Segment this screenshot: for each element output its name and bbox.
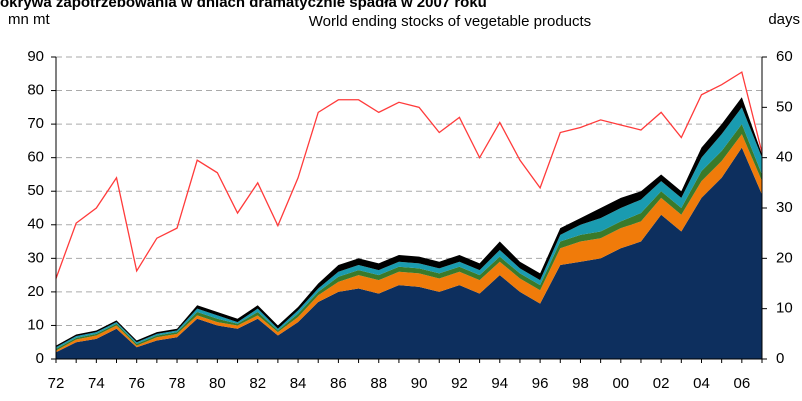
y-tick-label: 60 — [27, 149, 44, 166]
x-tick-label: 02 — [653, 375, 670, 392]
header: okrywa zapotrzebowania w dniach dramatyc… — [0, 0, 487, 11]
x-tick-label: 84 — [290, 375, 307, 392]
chart-title: World ending stocks of vegetable product… — [309, 13, 591, 30]
y2-tick-label: 10 — [776, 300, 793, 317]
y2-tick-label: 50 — [776, 98, 793, 115]
x-tick-label: 74 — [88, 375, 105, 392]
y-tick-label: 20 — [27, 283, 44, 300]
x-tick-label: 86 — [330, 375, 347, 392]
x-tick-label: 00 — [612, 375, 629, 392]
x-tick-label: 96 — [532, 375, 549, 392]
y2-tick-label: 30 — [776, 199, 793, 216]
y-tick-label: 0 — [36, 350, 44, 367]
y2-axis-label: days — [768, 11, 800, 28]
stock-area — [56, 147, 762, 359]
y2-tick-label: 60 — [776, 48, 793, 65]
x-tick-label: 98 — [572, 375, 589, 392]
y-tick-label: 80 — [27, 82, 44, 99]
x-tick-label: 04 — [693, 375, 710, 392]
x-tick-label: 92 — [451, 375, 468, 392]
x-tick-label: 94 — [491, 375, 508, 392]
x-tick-label: 06 — [733, 375, 750, 392]
x-tick-label: 90 — [411, 375, 428, 392]
y-tick-label: 70 — [27, 115, 44, 132]
x-tick-label: 76 — [128, 375, 145, 392]
x-tick-label: 78 — [169, 375, 186, 392]
y-axis-label: mn mt — [8, 11, 51, 28]
x-tick-label: 82 — [249, 375, 266, 392]
y-tick-label: 30 — [27, 249, 44, 266]
days-line — [55, 71, 763, 279]
y-tick-label: 50 — [27, 182, 44, 199]
x-tick-label: 72 — [48, 375, 65, 392]
y-tick-label: 10 — [27, 316, 44, 333]
x-tick-label: 88 — [370, 375, 387, 392]
y2-tick-label: 0 — [776, 350, 784, 367]
y-tick-label: 90 — [27, 48, 44, 65]
y2-tick-label: 40 — [776, 149, 793, 166]
stock-area — [56, 134, 762, 353]
y2-tick-label: 20 — [776, 249, 793, 266]
y-tick-label: 40 — [27, 216, 44, 233]
x-tick-label: 80 — [209, 375, 226, 392]
